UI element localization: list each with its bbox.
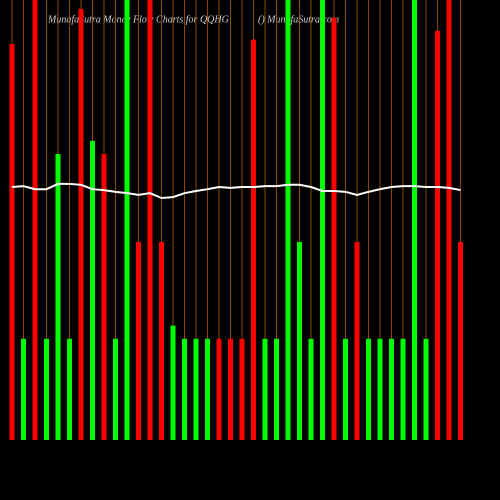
bar xyxy=(251,39,256,440)
bar xyxy=(21,338,26,440)
bar xyxy=(216,338,222,440)
bar xyxy=(435,30,440,441)
bar xyxy=(78,8,84,441)
bar xyxy=(205,338,210,440)
bar xyxy=(67,338,72,440)
bar xyxy=(308,338,314,440)
bar xyxy=(320,0,325,440)
bar xyxy=(55,154,61,440)
bar xyxy=(124,0,130,440)
bar xyxy=(228,338,233,440)
chart-title: MunafaSutra Money Flow Charts for QQHG xyxy=(47,14,229,25)
price-line xyxy=(11,182,461,200)
chart-subtitle: () MunafaSutra.com xyxy=(258,14,339,25)
bar xyxy=(159,242,164,440)
bar xyxy=(377,338,383,440)
bar xyxy=(400,338,406,440)
bar xyxy=(193,338,199,440)
bar xyxy=(113,338,118,440)
bar xyxy=(170,325,176,440)
bar xyxy=(136,242,141,440)
bar xyxy=(446,0,452,440)
bar xyxy=(412,0,417,440)
bar xyxy=(343,338,348,440)
bar xyxy=(423,338,429,440)
bar xyxy=(239,338,245,440)
bar xyxy=(274,338,279,440)
bar xyxy=(389,338,394,440)
bar xyxy=(331,17,337,440)
bar xyxy=(147,0,153,440)
bar xyxy=(285,0,291,440)
bar xyxy=(297,242,302,440)
bar xyxy=(458,242,463,440)
bar xyxy=(262,338,268,440)
bar xyxy=(354,242,360,440)
bar xyxy=(44,338,49,440)
bar xyxy=(9,44,15,440)
bar xyxy=(182,338,187,440)
bar xyxy=(101,154,107,440)
bar xyxy=(90,140,95,441)
bar xyxy=(366,338,371,440)
bar xyxy=(32,0,38,440)
